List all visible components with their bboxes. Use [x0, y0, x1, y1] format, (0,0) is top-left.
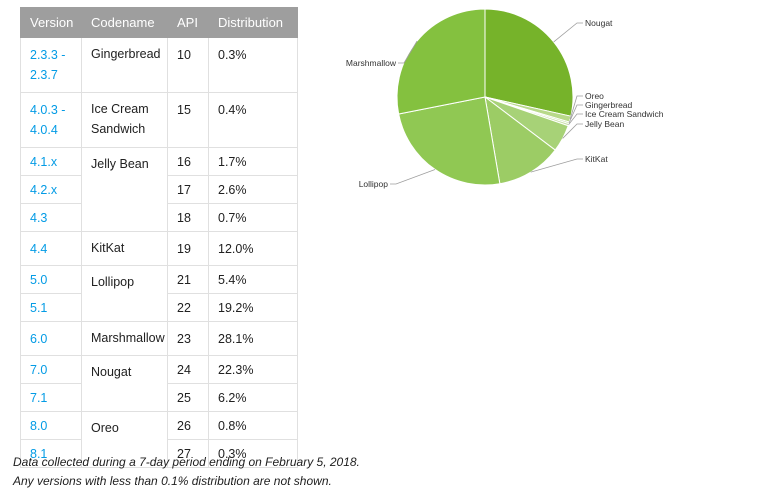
pie-leader-line [390, 169, 436, 185]
api-cell: 18 [167, 203, 209, 232]
pie-leader-line [562, 123, 583, 139]
table-row: 8.1 27 0.3% [20, 439, 298, 468]
distribution-cell: 1.7% [208, 147, 298, 176]
distribution-cell: 2.6% [208, 175, 298, 204]
version-link[interactable]: 4.3 [20, 203, 82, 232]
distribution-cell: 5.4% [208, 265, 298, 294]
version-link[interactable]: 5.1 [20, 293, 82, 322]
version-link[interactable]: 4.4 [20, 231, 82, 266]
version-link[interactable]: 7.0 [20, 355, 82, 384]
distribution-cell: 28.1% [208, 321, 298, 356]
api-cell: 17 [167, 175, 209, 204]
api-cell: 24 [167, 355, 209, 384]
pie-leader-line [569, 95, 583, 120]
version-link[interactable]: 5.0 [20, 265, 82, 294]
version-link[interactable]: 4.1.x [20, 147, 82, 176]
distribution-cell: 0.3% [208, 37, 298, 93]
table-row: 7.0 Nougat 24 22.3% [20, 355, 298, 412]
version-link[interactable]: 8.0 [20, 411, 82, 440]
table-row: 4.4 KitKat 19 12.0% [20, 231, 298, 266]
pie-slice-marshmallow [396, 8, 486, 115]
api-cell: 15 [167, 92, 209, 148]
pie-slice-kitkat [484, 95, 556, 185]
table-row: 4.2.x 17 2.6% [20, 175, 298, 204]
pie-label-nougat: Nougat [585, 18, 613, 28]
version-link[interactable]: 4.2.x [20, 175, 82, 204]
distribution-cell: 6.2% [208, 383, 298, 412]
version-link[interactable]: 4.0.3 -4.0.4 [20, 92, 82, 148]
pie-leader-line [530, 158, 583, 173]
header-codename: Codename [81, 7, 168, 38]
api-cell: 23 [167, 321, 209, 356]
api-cell: 27 [167, 439, 209, 468]
table-row: 2.3.3 -2.3.7 Gingerbread 10 0.3% [20, 37, 298, 93]
api-cell: 10 [167, 37, 209, 93]
distribution-cell: 12.0% [208, 231, 298, 266]
version-link[interactable]: 2.3.3 -2.3.7 [20, 37, 82, 93]
pie-leader-line [553, 22, 583, 43]
table-row: 4.0.3 -4.0.4 Ice Cream Sandwich 15 0.4% [20, 92, 298, 148]
codename-cell: Nougat [81, 355, 168, 412]
table-header-row: Version Codename API Distribution [20, 7, 298, 38]
distribution-cell: 0.4% [208, 92, 298, 148]
codename-cell: Ice Cream Sandwich [81, 92, 168, 148]
table-row: 5.1 22 19.2% [20, 293, 298, 322]
table-row: 7.1 25 6.2% [20, 383, 298, 412]
distribution-cell: 0.3% [208, 439, 298, 468]
pie-slice-nougat [484, 8, 574, 117]
distribution-table: Version Codename API Distribution 2.3.3 … [20, 7, 298, 468]
footnote-data-collected: Data collected during a 7-day period end… [13, 455, 360, 469]
api-cell: 16 [167, 147, 209, 176]
table-row: 8.0 Oreo 26 0.8% [20, 411, 298, 468]
header-version: Version [20, 7, 82, 38]
table-row: 6.0 Marshmallow 23 28.1% [20, 321, 298, 356]
codename-cell: Gingerbread [81, 37, 168, 93]
pie-label-oreo: Oreo [585, 91, 604, 101]
pie-label-gingerbread: Gingerbread [585, 100, 633, 110]
table-row: 4.1.x Jelly Bean 16 1.7% [20, 147, 298, 232]
distribution-cell: 0.7% [208, 203, 298, 232]
api-cell: 26 [167, 411, 209, 440]
api-cell: 22 [167, 293, 209, 322]
pie-label-kitkat: KitKat [585, 154, 608, 164]
version-link[interactable]: 7.1 [20, 383, 82, 412]
api-cell: 25 [167, 383, 209, 412]
version-link[interactable]: 8.1 [20, 439, 82, 468]
pie-leader-line [568, 104, 583, 124]
pie-leader-line [568, 113, 583, 125]
table-row: 4.3 18 0.7% [20, 203, 298, 232]
pie-label-jelly-bean: Jelly Bean [585, 119, 624, 129]
pie-label-lollipop: Lollipop [359, 179, 389, 189]
version-link[interactable]: 6.0 [20, 321, 82, 356]
api-cell: 21 [167, 265, 209, 294]
codename-cell: Jelly Bean [81, 147, 168, 232]
distribution-cell: 22.3% [208, 355, 298, 384]
pie-label-marshmallow: Marshmallow [346, 58, 397, 68]
pie-label-ice-cream-sandwich: Ice Cream Sandwich [585, 109, 664, 119]
codename-cell: Marshmallow [81, 321, 168, 356]
codename-cell: KitKat [81, 231, 168, 266]
distribution-cell: 0.8% [208, 411, 298, 440]
table-row: 5.0 Lollipop 21 5.4% [20, 265, 298, 322]
header-distribution: Distribution [208, 7, 298, 38]
footnote-min-distribution: Any versions with less than 0.1% distrib… [13, 474, 332, 488]
codename-cell: Lollipop [81, 265, 168, 322]
pie-leader-line [398, 40, 418, 64]
header-api: API [167, 7, 209, 38]
distribution-cell: 19.2% [208, 293, 298, 322]
api-cell: 19 [167, 231, 209, 266]
